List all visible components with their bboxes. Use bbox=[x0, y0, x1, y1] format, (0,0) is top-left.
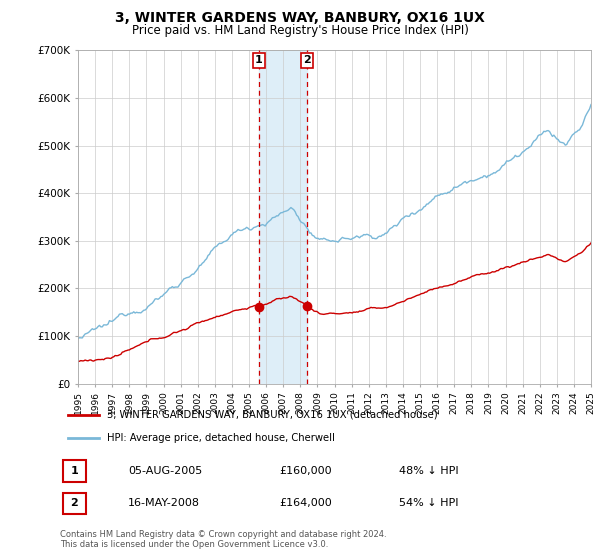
Text: 16-MAY-2008: 16-MAY-2008 bbox=[128, 498, 200, 508]
Text: 05-AUG-2005: 05-AUG-2005 bbox=[128, 466, 202, 476]
Text: £164,000: £164,000 bbox=[279, 498, 332, 508]
Text: 2: 2 bbox=[303, 55, 311, 66]
Text: 1: 1 bbox=[255, 55, 263, 66]
FancyBboxPatch shape bbox=[62, 460, 86, 482]
Text: £160,000: £160,000 bbox=[279, 466, 332, 476]
Text: Contains HM Land Registry data © Crown copyright and database right 2024.
This d: Contains HM Land Registry data © Crown c… bbox=[60, 530, 386, 549]
Text: HPI: Average price, detached house, Cherwell: HPI: Average price, detached house, Cher… bbox=[107, 433, 335, 443]
Text: 3, WINTER GARDENS WAY, BANBURY, OX16 1UX (detached house): 3, WINTER GARDENS WAY, BANBURY, OX16 1UX… bbox=[107, 409, 437, 419]
Text: 1: 1 bbox=[70, 466, 78, 476]
Text: 48% ↓ HPI: 48% ↓ HPI bbox=[400, 466, 459, 476]
Bar bbox=[259, 50, 307, 384]
Text: 54% ↓ HPI: 54% ↓ HPI bbox=[400, 498, 459, 508]
Text: Price paid vs. HM Land Registry's House Price Index (HPI): Price paid vs. HM Land Registry's House … bbox=[131, 24, 469, 36]
Text: 3, WINTER GARDENS WAY, BANBURY, OX16 1UX: 3, WINTER GARDENS WAY, BANBURY, OX16 1UX bbox=[115, 11, 485, 25]
Text: 2: 2 bbox=[70, 498, 78, 508]
FancyBboxPatch shape bbox=[62, 493, 86, 514]
